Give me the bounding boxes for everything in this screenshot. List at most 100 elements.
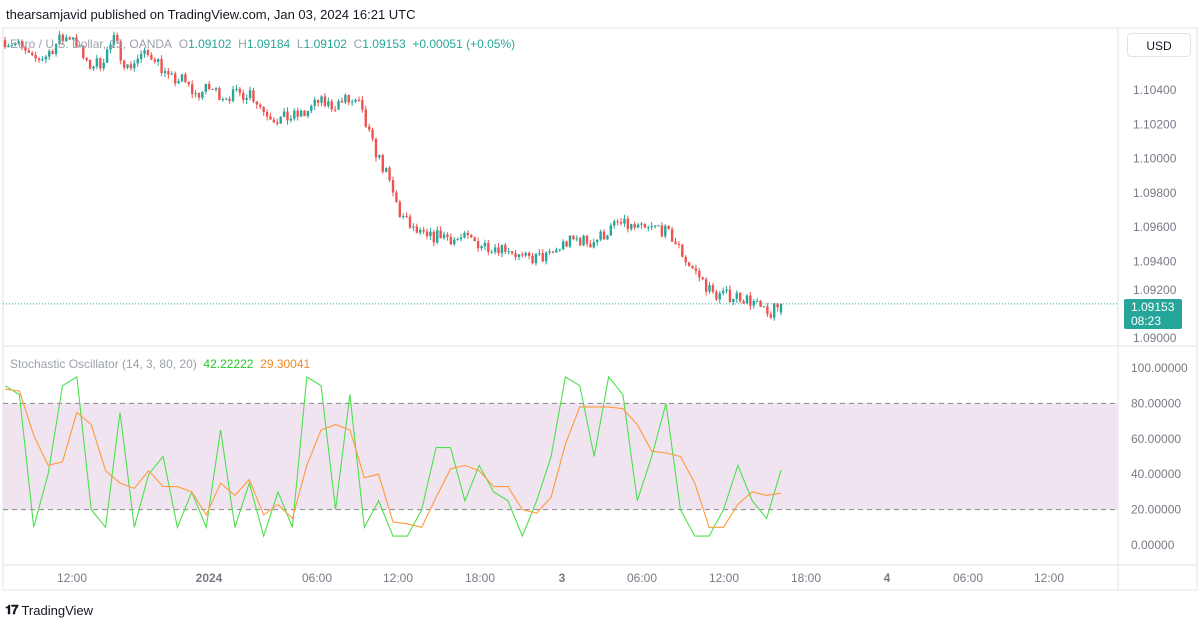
candle-body	[252, 90, 255, 102]
candle-body	[415, 226, 419, 233]
candle-body	[701, 277, 704, 280]
candle-body	[361, 100, 364, 110]
candle-body	[718, 293, 721, 300]
bar-countdown: 08:23	[1131, 314, 1162, 328]
candle-body	[630, 224, 633, 229]
candle-body	[589, 243, 592, 248]
time-tick: 06:00	[953, 571, 983, 585]
candle-body	[541, 253, 544, 262]
candle-body	[68, 37, 71, 40]
candle-body	[425, 231, 429, 237]
candle-body	[412, 226, 415, 228]
time-tick: 12:00	[57, 571, 87, 585]
candle-body	[527, 252, 531, 257]
candle-body	[82, 45, 85, 59]
time-tick: 12:00	[709, 571, 739, 585]
candle-body	[17, 41, 20, 44]
candle-body	[449, 236, 453, 245]
candle-body	[681, 244, 684, 257]
candle-body	[456, 239, 459, 241]
candle-body	[282, 111, 286, 117]
candle-body	[633, 224, 636, 228]
candle-body	[156, 58, 160, 62]
candle-body	[153, 59, 156, 62]
time-tick: 3	[559, 571, 566, 585]
last-price: 1.09153	[1131, 300, 1175, 314]
candle-body	[721, 290, 725, 294]
candle-body	[388, 167, 391, 181]
candle-body	[694, 268, 698, 271]
time-tick: 12:00	[1034, 571, 1064, 585]
candle-body	[340, 101, 344, 103]
stochastic-tick: 60.00000	[1131, 432, 1181, 446]
candle-body	[463, 232, 466, 238]
candle-body	[357, 99, 361, 101]
candle-body	[555, 249, 558, 253]
candle-body	[160, 58, 163, 74]
time-tick: 12:00	[383, 571, 413, 585]
candle-body	[255, 101, 259, 105]
candle-body	[453, 239, 456, 245]
candle-body	[497, 247, 500, 254]
candle-body	[119, 41, 122, 61]
candle-body	[745, 295, 749, 304]
time-tick: 4	[884, 571, 891, 585]
candle-body	[85, 58, 88, 60]
candle-body	[677, 243, 681, 245]
candle-body	[422, 229, 425, 232]
candle-body	[613, 221, 616, 226]
candle-body	[330, 101, 333, 110]
candle-body	[755, 300, 759, 302]
candle-body	[194, 93, 197, 95]
candle-body	[350, 101, 354, 103]
brand-name: TradingView	[21, 602, 94, 618]
candle-body	[398, 202, 402, 217]
time-tick: 18:00	[791, 571, 821, 585]
candle-body	[606, 235, 609, 240]
symbol-name[interactable]: Euro / U.S. Dollar, 15, OANDA	[10, 37, 173, 51]
candle-body	[323, 96, 327, 106]
candle-body	[163, 71, 167, 74]
candle-body	[58, 34, 61, 45]
candle-body	[561, 241, 565, 249]
indicator-name[interactable]: Stochastic Oscillator (14, 3, 80, 20)	[10, 357, 197, 371]
candle-body	[691, 265, 694, 269]
candle-body	[225, 98, 228, 100]
candle-body	[3, 40, 7, 48]
price-tick: 1.10000	[1133, 152, 1177, 166]
candle-body	[585, 235, 589, 244]
candle-body	[732, 298, 735, 303]
candle-body	[337, 101, 340, 110]
currency-button[interactable]: USD	[1127, 33, 1191, 57]
candle-body	[88, 59, 92, 69]
price-pane	[3, 30, 1118, 321]
candle-body	[54, 44, 58, 55]
candle-body	[344, 95, 347, 103]
candle-body	[429, 231, 432, 237]
candle-body	[27, 50, 31, 53]
candle-body	[136, 58, 139, 64]
candle-body	[664, 225, 667, 237]
candle-body	[248, 90, 252, 98]
candle-body	[725, 289, 728, 291]
candle-body	[279, 116, 282, 124]
candle-body	[419, 229, 422, 233]
candle-body	[575, 238, 578, 240]
stochastic-tick: 40.00000	[1131, 467, 1181, 481]
candle-body	[313, 99, 316, 106]
candle-body	[327, 101, 330, 106]
last-price-tag: 1.09153 08:23	[1124, 299, 1182, 329]
time-tick: 06:00	[302, 571, 332, 585]
candle-body	[7, 45, 10, 48]
candle-body	[446, 234, 449, 237]
d-value: 29.30041	[260, 357, 311, 371]
price-tick: 1.10400	[1133, 83, 1177, 97]
close-label: C	[353, 37, 363, 51]
candle-body	[228, 98, 231, 101]
candle-body	[544, 252, 548, 262]
candle-body	[262, 106, 265, 112]
candle-body	[354, 99, 357, 102]
candle-body	[565, 241, 568, 247]
candle-body	[698, 270, 701, 278]
